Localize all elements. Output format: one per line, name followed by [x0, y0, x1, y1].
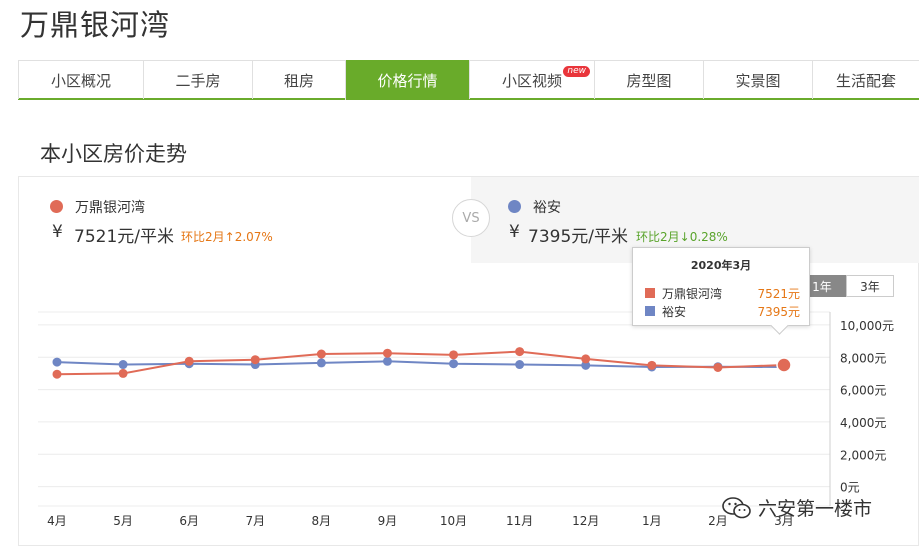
tooltip-series-value: 7395元	[757, 305, 800, 319]
tab-7[interactable]: 实景图	[703, 61, 812, 99]
compare-right-change: 环比2月↓0.28%	[636, 230, 728, 244]
price-trend-panel: 万鼎银河湾 ¥ 7521元/平米 环比2月↑2.07% 裕安 ¥ 7395元/平…	[18, 176, 919, 546]
tooltip-title: 2020年3月	[690, 259, 752, 272]
tab-2[interactable]: 二手房	[143, 61, 252, 99]
tooltip-series-name: 万鼎银河湾	[662, 287, 723, 301]
tab-label: 生活配套	[835, 71, 896, 90]
compare-right-name: 裕安	[533, 200, 561, 216]
tab-label: 实景图	[735, 71, 781, 90]
compare-left-name: 万鼎银河湾	[75, 200, 145, 216]
chart-tooltip: 2020年3月 万鼎银河湾 7521元 裕安 7395元	[632, 247, 810, 326]
range-option-1[interactable]: 1年	[798, 275, 846, 297]
compare-right-currency: ¥	[509, 222, 520, 242]
tab-bar: 小区概况 二手房 租房 价格行情 小区视频 new 房型图 实景图 生活配套	[18, 60, 919, 100]
tooltip-swatch	[645, 288, 655, 298]
watermark: 六安第一楼市	[722, 494, 872, 521]
tab-label: 小区概况	[50, 71, 111, 90]
tab-3[interactable]: 租房	[252, 61, 345, 99]
vs-icon: VS	[452, 199, 490, 237]
tab-6[interactable]: 房型图	[594, 61, 703, 99]
tooltip-row: 万鼎银河湾 7521元	[645, 285, 800, 301]
range-option-2[interactable]: 3年	[846, 275, 894, 297]
tab-5[interactable]: 小区视频 new	[469, 61, 594, 99]
range-toggle: 1年 3年	[798, 275, 894, 297]
compare-left: 万鼎银河湾 ¥ 7521元/平米 环比2月↑2.07%	[19, 177, 471, 263]
tab-label: 二手房	[175, 71, 221, 90]
tab-label: 租房	[283, 71, 314, 90]
tab-4[interactable]: 价格行情	[345, 60, 469, 100]
tooltip-row: 裕安 7395元	[645, 303, 800, 319]
tooltip-swatch	[645, 306, 655, 316]
tooltip-series-value: 7521元	[757, 287, 800, 301]
series-dot-left	[50, 200, 63, 213]
compare-left-price: 7521元/平米	[74, 227, 174, 247]
wechat-icon	[722, 496, 751, 518]
tab-1[interactable]: 小区概况	[18, 61, 143, 99]
tab-8[interactable]: 生活配套	[812, 61, 919, 99]
compare-left-change: 环比2月↑2.07%	[181, 230, 273, 244]
tab-label: 小区视频	[501, 71, 562, 90]
tooltip-series-name: 裕安	[662, 305, 687, 319]
compare-left-currency: ¥	[52, 222, 63, 242]
page-title: 万鼎银河湾	[20, 8, 171, 42]
new-badge: new	[563, 66, 590, 77]
section-title: 本小区房价走势	[40, 142, 187, 166]
watermark-text: 六安第一楼市	[758, 498, 873, 520]
tab-label: 房型图	[626, 71, 672, 90]
tab-label: 价格行情	[377, 71, 438, 90]
compare-right-price: 7395元/平米	[528, 227, 628, 247]
series-dot-right	[508, 200, 521, 213]
